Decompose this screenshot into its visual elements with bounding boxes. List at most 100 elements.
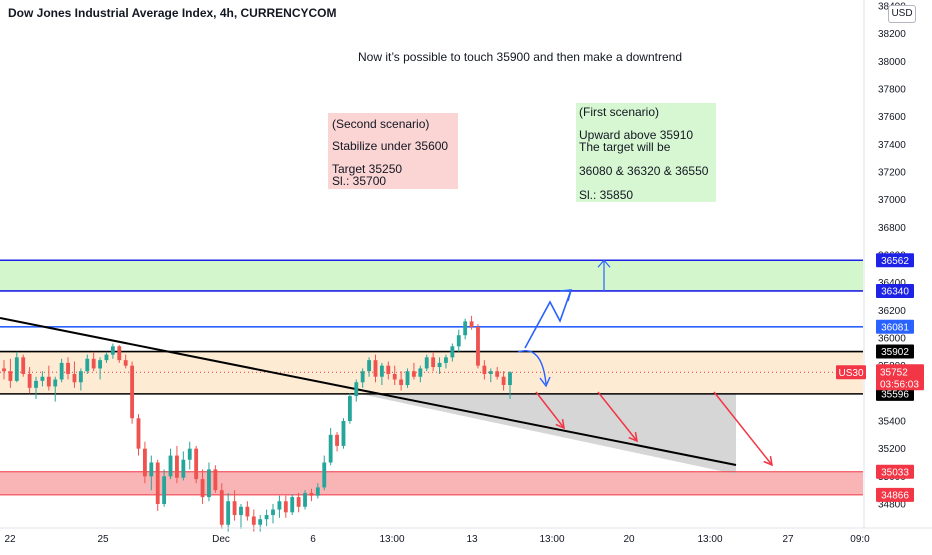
second-scenario-line: Stabilize under 35600 <box>332 139 449 153</box>
candle-body <box>501 376 506 386</box>
candle-body <box>315 487 320 496</box>
candle-body <box>469 321 474 327</box>
candle-body <box>40 376 45 381</box>
second-scenario-line: Sl.: 35700 <box>332 174 387 188</box>
x-tick-label: 25 <box>97 534 109 545</box>
projection-shade <box>360 393 736 475</box>
bearish-arrow-head <box>555 418 565 430</box>
level-tag <box>876 344 914 359</box>
candle-body <box>162 476 167 504</box>
candle-body <box>264 515 269 520</box>
candle-body <box>271 509 275 516</box>
candle-body <box>72 373 77 383</box>
candle-body <box>373 360 378 377</box>
candle-body <box>322 462 327 488</box>
candle-body <box>258 519 263 525</box>
candle-body <box>341 421 346 446</box>
first-scenario-line: The target will be <box>579 140 671 154</box>
candle-body <box>46 376 51 387</box>
y-tick-label: 36400 <box>878 278 906 289</box>
candle-body <box>21 357 26 374</box>
x-tick-label: 27 <box>782 534 794 545</box>
candle-body <box>213 469 218 491</box>
x-tick-label: 13:00 <box>379 534 404 545</box>
x-tick-label: 6 <box>310 534 316 545</box>
candle-body <box>482 365 487 374</box>
candle-body <box>142 448 147 477</box>
candle-body <box>245 506 250 517</box>
y-tick-label: 37600 <box>878 112 906 123</box>
level-tag <box>876 487 914 502</box>
candle-body <box>335 434 339 446</box>
level-tag-label: 35596 <box>881 389 909 400</box>
candle-body <box>155 462 160 504</box>
bearish-arrow-head <box>628 432 638 443</box>
support-zone <box>0 471 863 495</box>
candle-body <box>226 501 231 525</box>
candle-body <box>181 459 186 478</box>
y-tick-label: 37000 <box>878 195 906 206</box>
candle-body <box>66 362 70 374</box>
level-tag-label: 36340 <box>881 286 909 297</box>
candle-body <box>14 357 19 381</box>
currency-badge[interactable]: USD <box>888 5 916 23</box>
candle-body <box>117 346 122 361</box>
trend-line <box>0 317 737 466</box>
candle-body <box>59 362 64 380</box>
candle-body <box>277 501 282 510</box>
candle-body <box>399 379 404 386</box>
candle-body <box>239 506 243 516</box>
candle-body <box>379 365 384 377</box>
candle-body <box>232 501 237 516</box>
candle-body <box>354 382 359 397</box>
level-tag-label: 35902 <box>881 347 909 358</box>
candle-body <box>424 357 429 369</box>
candle-body <box>405 371 410 386</box>
level-tag <box>876 319 914 334</box>
upper-target-zone <box>0 260 863 291</box>
candle-body <box>53 379 58 387</box>
target-arrow-head <box>597 259 611 268</box>
x-tick-label: 22 <box>4 534 16 545</box>
candle-body <box>360 371 365 383</box>
candle-body <box>168 455 173 477</box>
candle-body <box>303 492 307 507</box>
y-tick-label: 35400 <box>878 417 906 428</box>
y-tick-label: 35200 <box>878 444 906 455</box>
candle-body <box>98 360 102 369</box>
second-scenario-line: Target 35250 <box>332 162 403 176</box>
bearish-arrow <box>597 391 638 442</box>
level-tag <box>876 283 914 298</box>
level-tag <box>876 464 914 479</box>
last-price-label: 35752 <box>880 367 908 378</box>
candle-body <box>290 497 295 513</box>
second-scenario-line: (Second scenario) <box>332 117 430 131</box>
candle-body <box>309 492 314 496</box>
candle-body <box>2 368 6 372</box>
candle-body <box>8 371 13 381</box>
y-tick-label: 34800 <box>878 500 906 511</box>
candle-body <box>347 396 352 421</box>
bullish-path-head <box>559 289 573 302</box>
candle-body <box>367 360 372 372</box>
candle-body <box>495 371 500 377</box>
candle-body <box>136 418 141 449</box>
y-tick-label: 37800 <box>878 85 906 96</box>
chart-title: Dow Jones Industrial Average Index, 4h, … <box>8 6 337 20</box>
candle-body <box>91 358 96 369</box>
candle-body <box>78 371 83 383</box>
candle-body <box>437 362 442 368</box>
x-tick-label: 13:00 <box>697 534 722 545</box>
first-scenario-line: Sl.: 35850 <box>579 188 634 202</box>
candle-body <box>149 462 154 477</box>
candle-body <box>200 479 205 498</box>
y-tick-label: 38200 <box>878 29 906 40</box>
candle-body <box>463 321 468 336</box>
candle-body <box>488 371 493 374</box>
y-tick-label: 36800 <box>878 223 906 234</box>
x-tick-label: 13:00 <box>539 534 564 545</box>
bearish-arrow <box>713 391 773 466</box>
level-tag <box>876 386 914 401</box>
